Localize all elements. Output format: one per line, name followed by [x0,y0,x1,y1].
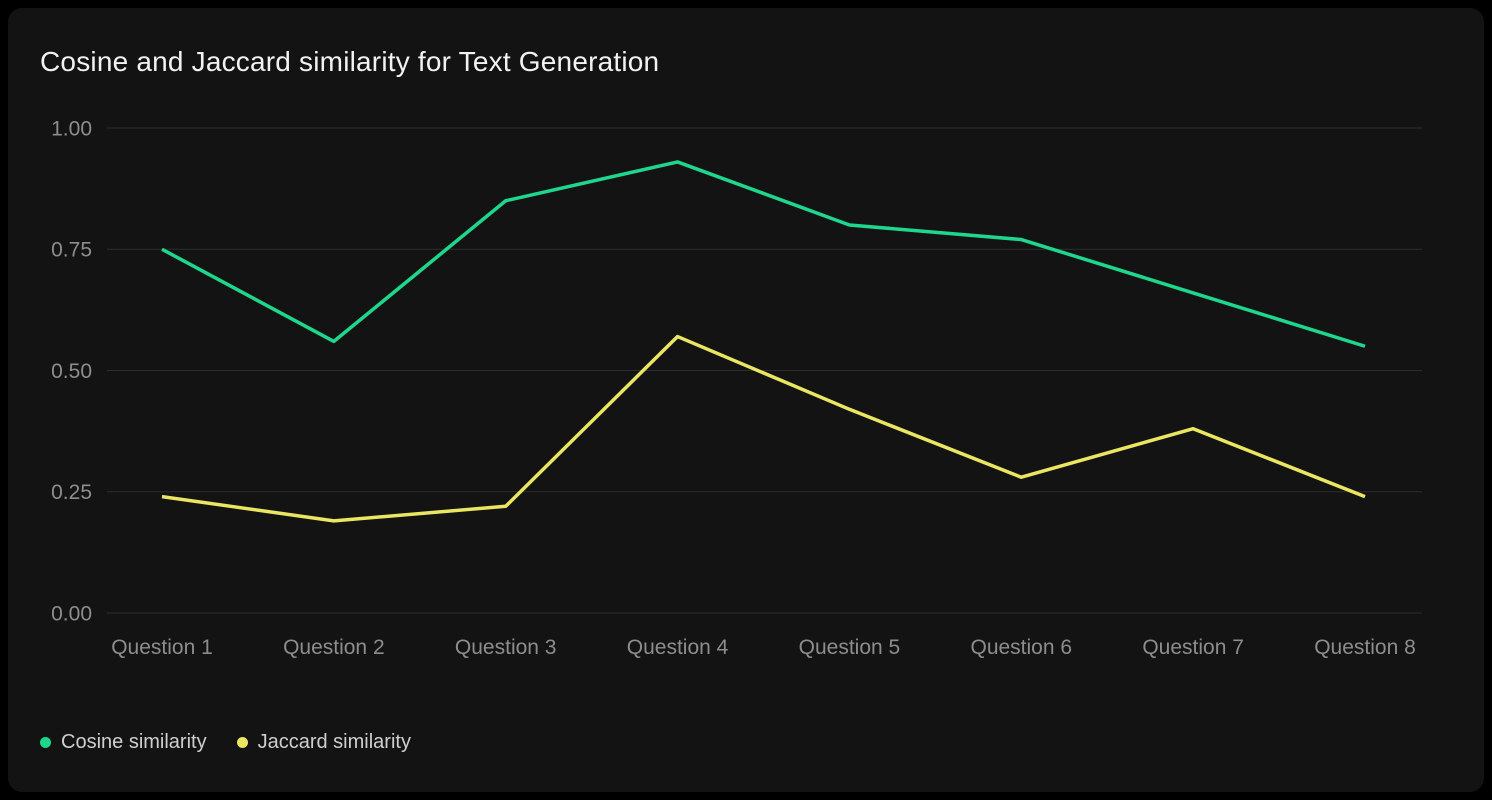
chart-title: Cosine and Jaccard similarity for Text G… [40,46,660,77]
x-tick-label: Question 3 [455,636,557,659]
cosine-similarity-line [161,160,1366,348]
legend-label-cosine: Cosine similarity [61,731,207,753]
y-tick-label: 1.00 [51,117,92,140]
x-tick-label: Question 8 [1314,636,1416,659]
x-tick-label: Question 7 [1142,636,1244,659]
x-tick-label: Question 6 [970,636,1072,659]
y-tick-label: 0.25 [51,481,92,504]
chart-card: 0.00 0.25 0.50 0.75 1.00 Question 1 Question 2… [8,8,1484,792]
y-tick-label: 0.75 [51,239,92,262]
x-tick-label: Question 2 [283,636,385,659]
x-tick-label: Question 1 [111,636,213,659]
jaccard-series-dot-icon [236,737,248,748]
cosine-series-dot-icon [40,737,51,748]
legend-item-jaccard[interactable]: Jaccard similarity [236,731,411,754]
legend-label-jaccard: Jaccard similarity [257,731,411,753]
y-tick-label: 0.50 [51,360,92,383]
x-tick-label: Question 4 [627,636,729,659]
chart-legend: Cosine similarity Jaccard similarity [40,731,411,754]
legend-item-cosine[interactable]: Cosine similarity [40,731,207,754]
y-tick-label: 0.00 [51,602,92,625]
x-tick-label: Question 5 [799,636,901,659]
jaccard-similarity-line [161,334,1366,523]
chart-canvas: 0.00 0.25 0.50 0.75 1.00 Question 1 Question 2… [51,117,1422,659]
